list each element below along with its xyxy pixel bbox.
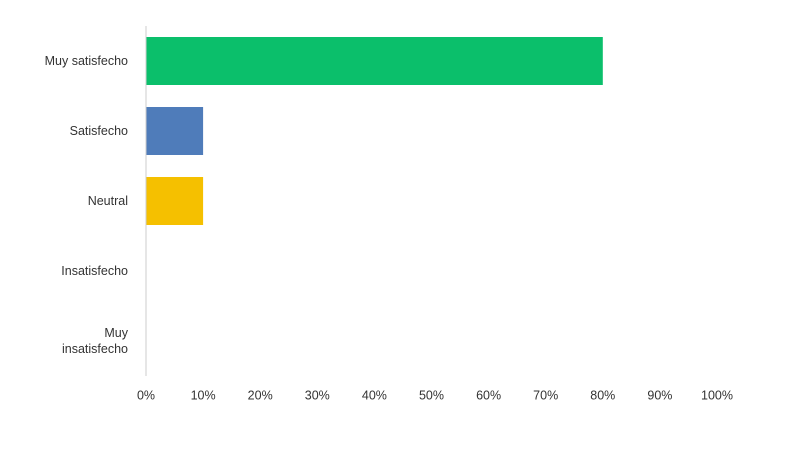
category-label: Muy satisfecho xyxy=(44,54,128,68)
x-tick-label: 10% xyxy=(191,388,216,402)
x-tick-label: 40% xyxy=(362,388,387,402)
x-tick-label: 20% xyxy=(248,388,273,402)
bar xyxy=(146,177,204,225)
category-label: Satisfecho xyxy=(69,124,128,138)
x-tick-label: 0% xyxy=(137,388,155,402)
bar xyxy=(146,107,204,155)
bar xyxy=(146,37,603,85)
category-label: Muy insatisfecho xyxy=(61,326,128,356)
x-tick-label: 70% xyxy=(533,388,558,402)
category-label: Neutral xyxy=(87,194,128,208)
x-tick-label: 30% xyxy=(305,388,330,402)
x-tick-label: 80% xyxy=(590,388,615,402)
x-tick-label: 100% xyxy=(701,388,733,402)
category-label: Insatisfecho xyxy=(61,264,128,278)
x-tick-label: 60% xyxy=(476,388,501,402)
x-tick-label: 50% xyxy=(419,388,444,402)
x-tick-label: 90% xyxy=(647,388,672,402)
